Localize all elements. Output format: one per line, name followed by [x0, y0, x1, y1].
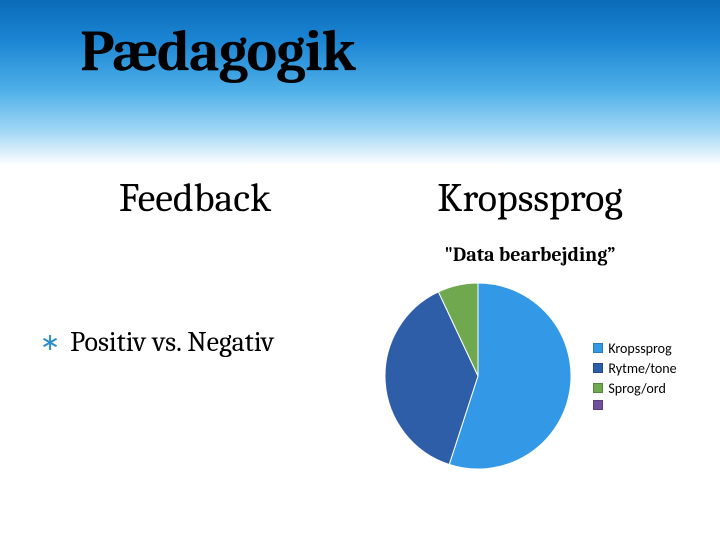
page-title: Pædagogik: [80, 18, 355, 85]
legend-label: Sprog/ord: [608, 380, 666, 397]
legend-swatch: [593, 400, 603, 410]
bullet-text: Positiv vs. Negativ: [70, 326, 274, 358]
legend-label: Kropssprog: [608, 340, 671, 357]
legend-item: Rytme/tone: [593, 360, 676, 377]
bullet-item: ∗ Positiv vs. Negativ: [20, 326, 360, 358]
legend-swatch: [593, 383, 603, 393]
legend-item: Kropssprog: [593, 340, 676, 357]
column-right: Kropssprog "Data bearbejding” Kropssprog…: [360, 175, 700, 471]
legend-swatch: [593, 343, 603, 353]
chart-legend: Kropssprog Rytme/tone Sprog/ord: [593, 340, 676, 413]
legend-swatch: [593, 363, 603, 373]
right-heading: Kropssprog: [360, 175, 700, 221]
columns-container: Feedback ∗ Positiv vs. Negativ Kropsspro…: [0, 165, 720, 471]
legend-item: Sprog/ord: [593, 380, 676, 397]
legend-item: [593, 400, 676, 410]
chart-title: "Data bearbejding”: [360, 243, 700, 266]
chart-area: Kropssprog Rytme/tone Sprog/ord: [360, 281, 700, 471]
pie-chart: [383, 281, 573, 471]
column-left: Feedback ∗ Positiv vs. Negativ: [20, 175, 360, 471]
header-gradient: Pædagogik: [0, 0, 720, 165]
legend-label: Rytme/tone: [608, 360, 676, 377]
left-heading: Feedback: [20, 175, 360, 221]
bullet-star-icon: ∗: [40, 330, 60, 354]
